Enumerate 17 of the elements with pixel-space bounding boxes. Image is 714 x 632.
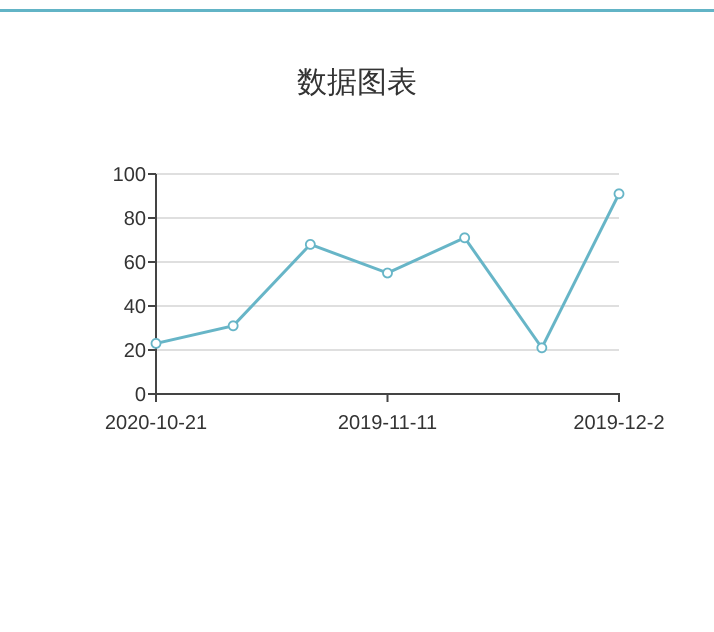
y-tick-label: 100 bbox=[112, 164, 146, 186]
x-tick-label: 2019-12-2 bbox=[573, 412, 665, 434]
x-tick-label: 2020-10-21 bbox=[104, 412, 208, 434]
point bbox=[614, 188, 624, 200]
x-tick-label: 2019-11-11 bbox=[338, 412, 438, 434]
y-tick-label: 0 bbox=[134, 384, 146, 406]
y-tick-label: 60 bbox=[124, 252, 146, 274]
chart-title: 数据图表 bbox=[297, 66, 417, 99]
y-tick-label: 20 bbox=[124, 340, 146, 362]
point bbox=[382, 268, 393, 278]
point bbox=[459, 232, 470, 244]
point bbox=[150, 338, 162, 349]
point bbox=[536, 342, 548, 354]
y-tick-label: 80 bbox=[124, 208, 146, 230]
point bbox=[228, 320, 239, 332]
y-tick-label: 40 bbox=[124, 296, 146, 318]
point bbox=[304, 239, 316, 250]
